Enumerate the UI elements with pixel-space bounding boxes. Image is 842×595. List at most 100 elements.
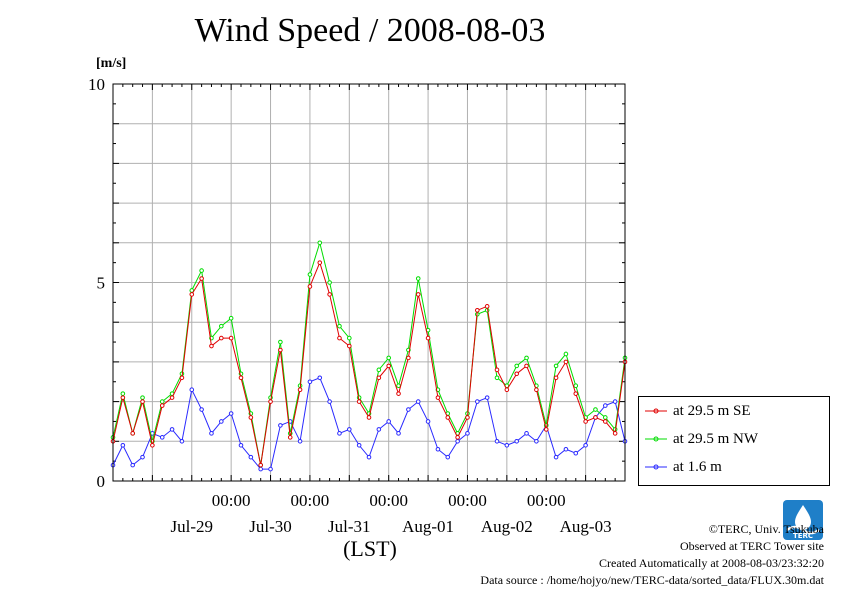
x-day-label: Jul-30 (249, 517, 292, 536)
data-point (238, 442, 244, 448)
data-point (159, 403, 165, 408)
x-day-label: Jul-31 (328, 517, 371, 536)
data-point (553, 454, 559, 460)
data-point (307, 284, 313, 289)
data-point (484, 395, 490, 400)
data-point (356, 442, 362, 448)
data-point (504, 387, 510, 392)
x-tick-label: 00:00 (369, 491, 408, 510)
data-point (347, 335, 352, 341)
data-point (494, 439, 500, 444)
credit-observed: Observed at TERC Tower site (679, 539, 824, 553)
data-point (238, 375, 244, 381)
data-point (386, 355, 391, 361)
y-axis-unit: [m/s] (96, 56, 127, 71)
x-tick-label: 00:00 (448, 491, 487, 510)
data-point (140, 395, 145, 400)
x-tick-label: 00:00 (527, 491, 566, 510)
chart-title: Wind Speed / 2008-08-03 (194, 12, 546, 49)
data-point (494, 375, 500, 381)
data-point (347, 427, 352, 432)
data-point (573, 383, 579, 389)
data-point (524, 355, 529, 361)
y-tick-label: 5 (97, 274, 106, 293)
legend-label-se: at 29.5 m SE (673, 402, 751, 419)
legend-swatch-16m (645, 464, 667, 470)
data-point (406, 407, 411, 412)
data-point (415, 292, 421, 297)
data-point (268, 399, 273, 404)
data-point (366, 454, 372, 460)
credit-source: Data source : /home/hojyo/new/TERC-data/… (480, 573, 824, 587)
data-point (179, 375, 185, 381)
data-point (465, 415, 470, 420)
data-point (337, 431, 342, 436)
data-point (199, 268, 204, 273)
series-line (112, 261, 626, 466)
data-point (406, 355, 411, 361)
data-point (199, 407, 204, 412)
data-point (189, 387, 195, 392)
data-point (347, 343, 352, 349)
data-point (425, 335, 431, 341)
data-point (169, 427, 175, 432)
series-at-1-6-m (110, 375, 628, 472)
data-point (179, 439, 185, 444)
data-point (534, 439, 539, 444)
data-point (415, 399, 421, 404)
data-point (228, 411, 234, 416)
data-point (455, 435, 460, 440)
data-point (563, 446, 569, 452)
data-point (219, 335, 224, 341)
data-point (307, 379, 313, 385)
data-point (603, 419, 608, 424)
plot-frame (112, 83, 626, 482)
data-point (327, 292, 332, 297)
legend-item-16m: at 1.6 m (645, 457, 722, 477)
data-point (534, 387, 539, 392)
data-point (376, 367, 382, 373)
data-point (278, 339, 283, 345)
data-point (514, 439, 519, 444)
data-point (130, 462, 135, 468)
data-point (524, 363, 529, 369)
data-point (415, 276, 421, 281)
data-point (248, 454, 254, 460)
data-point (366, 415, 372, 420)
data-point (209, 431, 214, 436)
data-point (287, 435, 293, 440)
legend-swatch-nw (645, 436, 667, 442)
data-point (514, 363, 519, 369)
x-day-label: Aug-01 (402, 517, 454, 536)
data-point (396, 391, 401, 396)
data-point (396, 383, 401, 389)
legend: at 29.5 m SE at 29.5 m NW at 1.6 m (638, 396, 830, 486)
data-point (435, 395, 441, 400)
data-point (484, 304, 490, 309)
data-point (524, 431, 529, 436)
data-point (140, 399, 145, 404)
data-point (514, 371, 519, 377)
data-point (396, 431, 401, 436)
data-point (583, 419, 588, 424)
data-point (465, 431, 470, 436)
legend-item-se: at 29.5 m SE (645, 401, 751, 421)
data-point (317, 260, 323, 265)
data-point (356, 399, 362, 404)
x-day-label: Jul-29 (171, 517, 214, 536)
data-point (317, 375, 323, 381)
data-point (120, 442, 126, 448)
data-point (317, 240, 323, 246)
data-point (563, 351, 569, 357)
data-point (337, 323, 342, 329)
data-point (150, 442, 155, 448)
series-layer (110, 240, 628, 472)
credit-copyright: ©TERC, Univ. Tsukuba (708, 522, 824, 536)
data-point (543, 427, 549, 432)
data-point (159, 399, 165, 404)
legend-label-nw: at 29.5 m NW (673, 430, 758, 447)
data-point (386, 363, 391, 369)
data-point (327, 280, 332, 285)
axis-labels: 0 5 10 00:00 00:00 00:00 00:00 00:00 Jul-29 Jul-3… (88, 75, 612, 536)
